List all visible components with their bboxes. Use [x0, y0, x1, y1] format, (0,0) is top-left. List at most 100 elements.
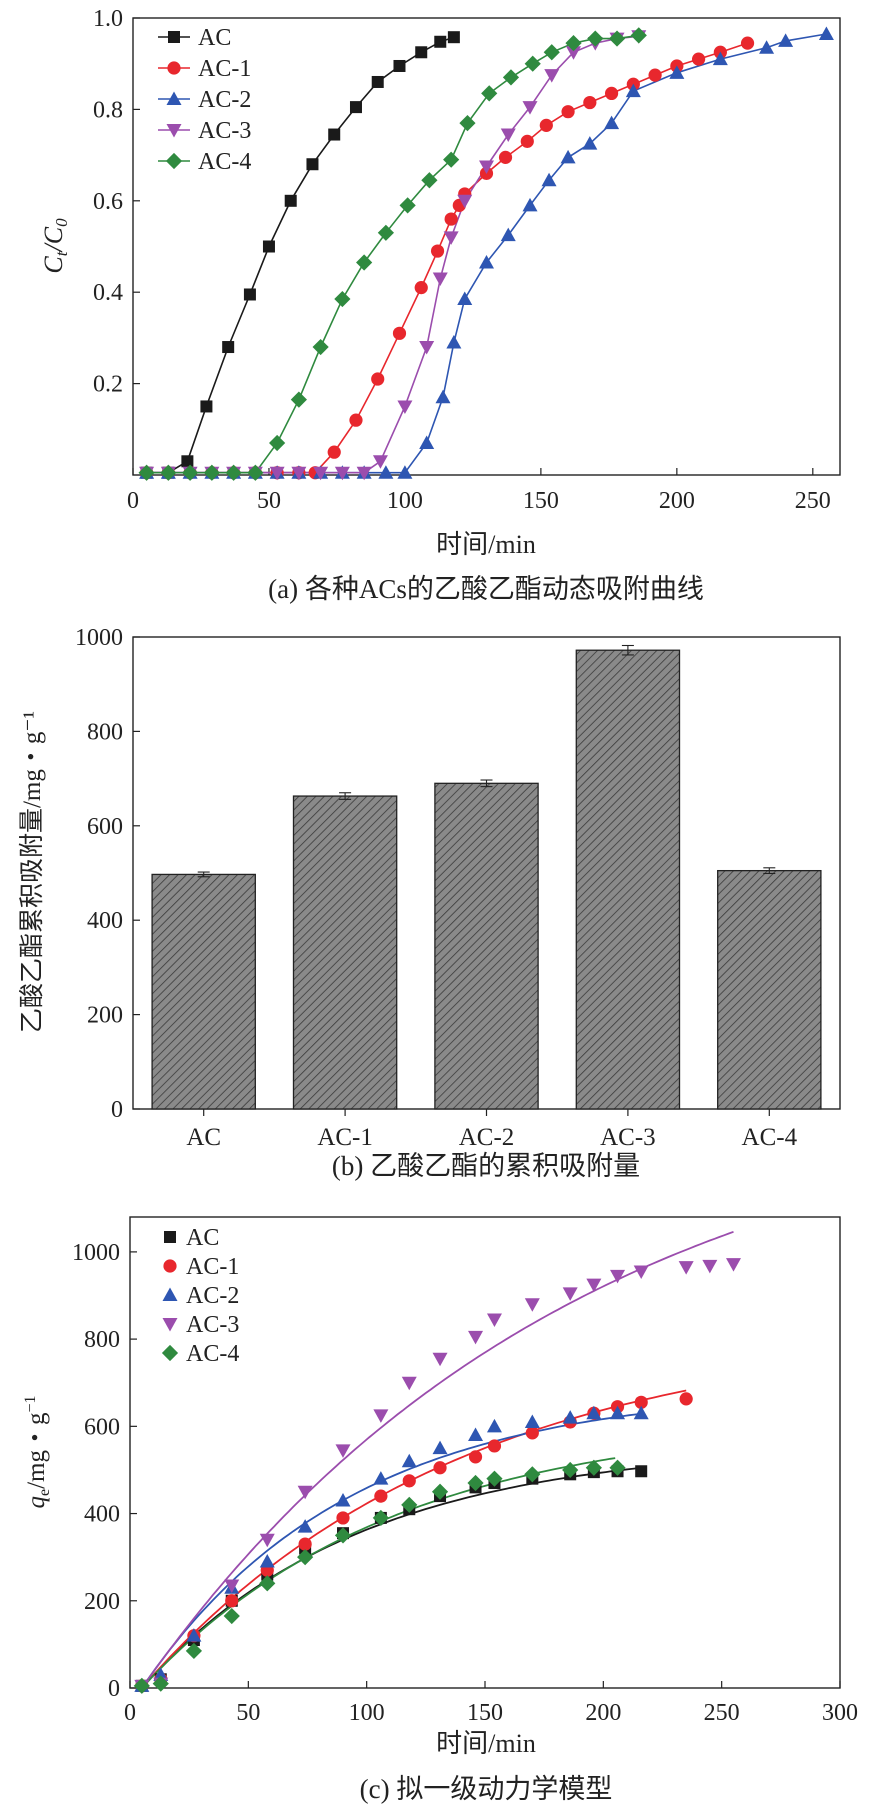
data-point-AC-4	[421, 172, 438, 189]
panel-a-caption: (a) 各种ACs的乙酸乙酯动态吸附曲线	[268, 574, 704, 604]
legend-marker-AC-2	[166, 91, 182, 105]
data-point-AC-4	[608, 30, 626, 47]
data-point-AC	[306, 158, 319, 171]
data-point-AC-2	[432, 1440, 448, 1455]
data-point-AC-2	[759, 40, 775, 54]
data-point-AC-4	[185, 1642, 202, 1660]
legend-marker-AC-4	[161, 1344, 179, 1362]
data-point-AC-3	[334, 466, 350, 481]
y-tick-label: 200	[84, 1589, 120, 1615]
data-point-AC-4	[481, 85, 498, 102]
y-tick-label: 0.8	[93, 97, 123, 123]
data-point-AC-4	[225, 464, 242, 481]
data-point-AC-1	[371, 372, 385, 386]
data-point-AC-2	[186, 1628, 202, 1642]
data-point-AC-1	[392, 326, 407, 340]
data-point-AC-4	[467, 1474, 484, 1492]
legend-label: AC-1	[198, 56, 251, 82]
x-tick-label: 200	[585, 1700, 621, 1726]
x-tick-label: AC-2	[459, 1124, 515, 1151]
legend-label: AC	[198, 25, 231, 51]
x-tick-label: 0	[124, 1700, 136, 1726]
data-point-AC-4	[585, 1459, 602, 1476]
y-tick-label: 1.0	[93, 6, 123, 32]
data-point-AC-2	[479, 254, 494, 269]
data-point-AC-1	[520, 134, 534, 148]
legend-label: AC-4	[198, 149, 251, 175]
data-point-AC-4	[133, 1677, 150, 1694]
x-tick-label: AC-4	[742, 1124, 798, 1151]
data-point-AC-3	[291, 466, 307, 481]
data-point-AC-3	[397, 400, 413, 414]
data-point-AC-2	[818, 26, 834, 40]
data-point-AC	[284, 194, 297, 207]
data-point-AC-2	[712, 51, 728, 66]
legend-marker-AC-1	[167, 61, 181, 75]
data-point-AC	[328, 128, 341, 141]
data-point-AC-4	[562, 1461, 579, 1479]
data-point-AC-2	[435, 389, 451, 404]
x-tick-label: 50	[236, 1700, 260, 1726]
data-point-AC-1	[604, 86, 619, 101]
data-point-AC	[371, 75, 384, 88]
x-tick-label: AC-1	[317, 1124, 373, 1151]
data-point-AC-4	[377, 224, 394, 241]
fit-curve-AC-1	[141, 1389, 687, 1689]
data-point-AC-2	[778, 33, 794, 47]
data-point-AC	[200, 400, 213, 413]
data-point-AC-1	[225, 1594, 239, 1608]
data-point-AC-3	[633, 1265, 649, 1280]
x-tick-label: 100	[387, 488, 423, 514]
data-point-AC-3	[544, 69, 560, 83]
y-tick-label: 0.6	[93, 189, 123, 215]
data-point-AC-4	[297, 1549, 314, 1566]
data-point-AC	[635, 1465, 648, 1478]
data-point-AC-2	[582, 136, 598, 150]
panel-a-plot-frame	[132, 17, 841, 476]
legend-marker-AC-1	[163, 1259, 177, 1273]
x-tick-label: 100	[349, 1700, 385, 1726]
data-point-AC-2	[419, 435, 435, 450]
x-tick-label: AC-3	[600, 1124, 656, 1151]
data-point-AC	[447, 31, 460, 44]
data-point-AC-4	[290, 391, 307, 408]
data-point-AC-3	[586, 1278, 602, 1293]
data-point-AC-1	[402, 1474, 416, 1488]
data-point-AC-1	[740, 36, 755, 50]
bar-AC-2	[434, 782, 539, 1110]
data-point-AC-4	[312, 338, 329, 356]
legend-marker-AC-3	[166, 124, 182, 138]
panel-a-xlabel: 时间/min	[436, 530, 536, 559]
data-point-AC-4	[486, 1470, 503, 1487]
data-point-AC-4	[630, 27, 647, 44]
data-point-AC-2	[610, 1405, 626, 1420]
panel-b-caption: (b) 乙酸乙酯的累积吸附量	[332, 1151, 640, 1181]
data-point-AC-3	[335, 1444, 351, 1458]
data-point-AC-1	[525, 1426, 539, 1440]
y-tick-label: 0	[108, 1676, 120, 1702]
data-point-AC-2	[401, 1453, 417, 1468]
data-point-AC-4	[587, 30, 604, 47]
data-point-AC-2	[397, 465, 413, 479]
data-point-AC-2	[373, 1471, 389, 1485]
data-point-AC-3	[610, 1269, 626, 1284]
data-point-AC	[181, 455, 194, 468]
data-point-AC-4	[138, 464, 155, 481]
data-point-AC-1	[414, 281, 428, 295]
data-point-AC-3	[562, 1287, 578, 1301]
data-point-AC-2	[522, 197, 538, 212]
x-tick-label: 250	[704, 1700, 740, 1726]
data-point-AC-3	[432, 1352, 448, 1367]
data-point-AC-1	[349, 413, 363, 427]
data-point-AC-4	[203, 464, 220, 481]
data-point-AC-1	[634, 1395, 648, 1409]
data-point-AC-4	[524, 55, 541, 72]
data-point-AC-3	[468, 1330, 484, 1345]
data-point-AC	[434, 35, 447, 48]
data-point-AC-4	[502, 69, 520, 86]
legend-label: AC-3	[198, 118, 251, 144]
data-point-AC-4	[160, 464, 177, 481]
data-point-AC-3	[259, 1533, 275, 1548]
panel-b-ylabel: 乙酸乙酯累积吸附量/mg・g⁻¹	[18, 711, 46, 1033]
data-point-AC-2	[669, 65, 685, 79]
